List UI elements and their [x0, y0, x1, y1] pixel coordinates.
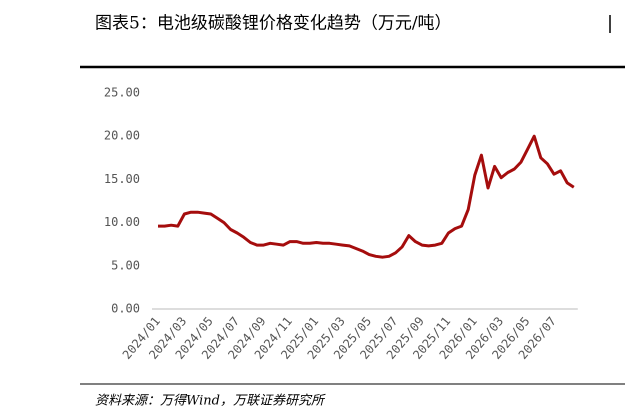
- y-tick-label: 10.00: [104, 215, 140, 229]
- chart-title: 图表5：电池级碳酸锂价格变化趋势（万元/吨）: [95, 14, 452, 34]
- y-tick-label: 5.00: [111, 258, 140, 272]
- y-tick-label: 25.00: [104, 86, 140, 100]
- line-series: [158, 134, 575, 259]
- y-tick-label: 0.00: [111, 302, 140, 316]
- source: 资料来源：万得Wind，万联证券研究所: [95, 393, 326, 409]
- y-tick-label: 20.00: [104, 129, 140, 143]
- y-tick-label: 15.00: [104, 172, 140, 186]
